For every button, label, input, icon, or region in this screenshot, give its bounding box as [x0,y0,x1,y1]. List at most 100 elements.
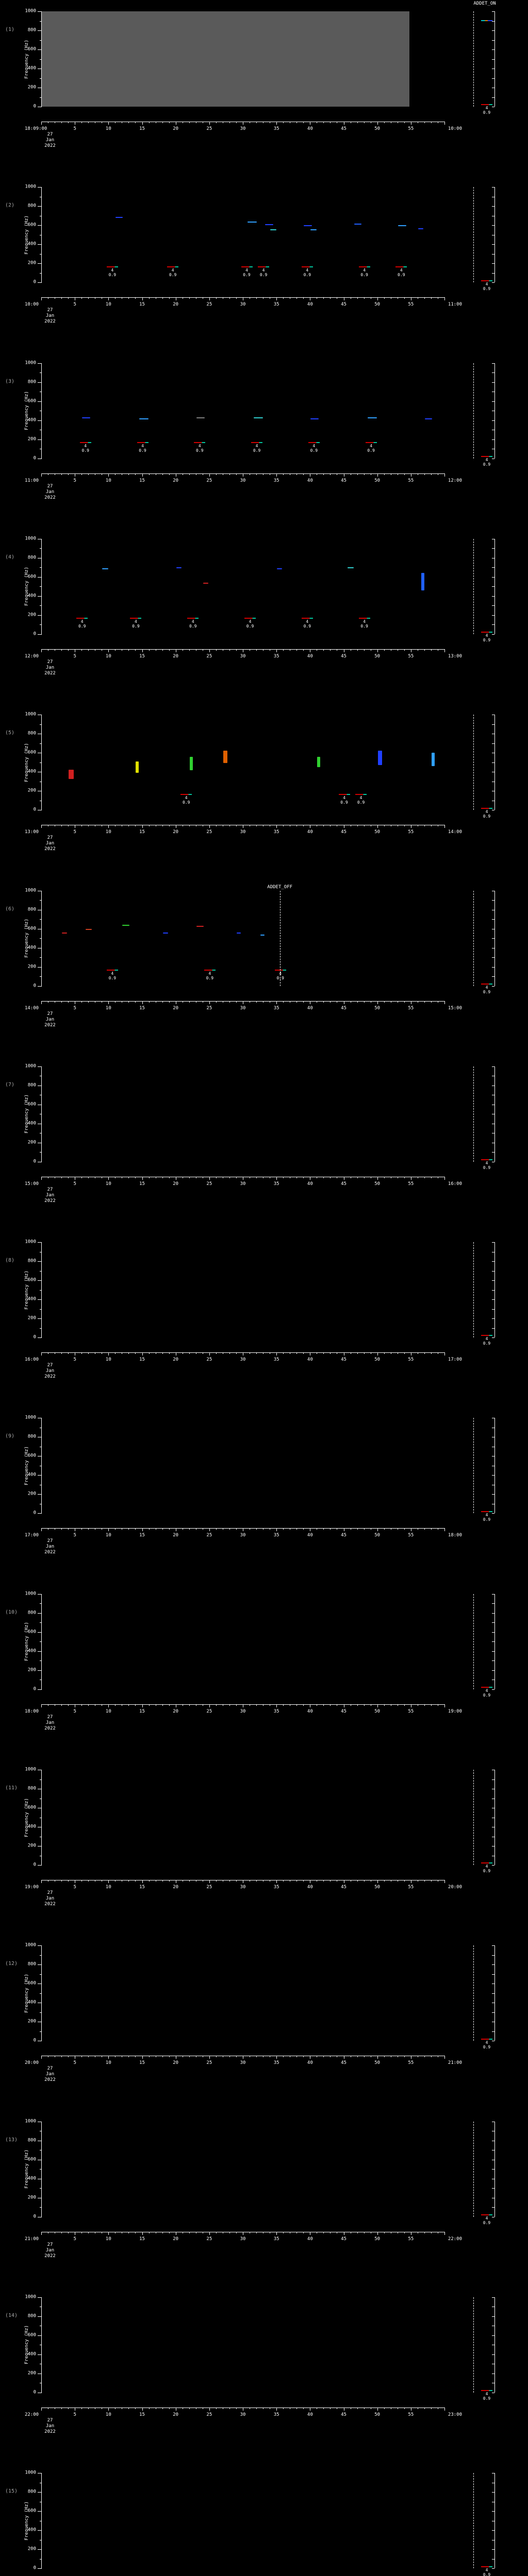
date-label: 27 Jan 2022 [32,1187,68,1204]
side-axis-tick [492,919,494,920]
x-axis-minor-tick [68,649,69,651]
x-axis-minor-tick [68,1528,69,1530]
x-axis-tick [276,1001,277,1004]
x-axis-minor-tick [81,1001,82,1003]
side-axis-tick [492,187,494,188]
y-axis-tick [38,11,42,12]
y-axis-tick [38,2297,42,2298]
detection-confidence-label: 0.9 [253,448,261,453]
x-axis-minor-tick [384,297,385,299]
y-axis-tick-label: 600 [27,1101,36,1107]
spectrogram-panel: (4) Frequency (Hz) 0 200 400 600 800 1000 4 0.9 4 0… [0,528,528,703]
y-axis-tick-label: 800 [27,1082,36,1088]
side-detection-snr-label: 4 [485,1336,488,1342]
x-axis-start-label: 12:00 [25,653,39,659]
glitch-marker [176,567,182,569]
x-axis-end-label: 11:00 [448,302,462,308]
date-label-line: Jan [45,1720,55,1725]
x-axis-minor-tick [384,1880,385,1882]
plot-area: 0 200 400 600 800 1000 [25,9,409,109]
side-axis-tick [492,900,494,901]
glitch-marker [317,756,321,767]
detection-bar [167,266,179,267]
x-axis-tick [108,1704,109,1707]
x-axis-tick-label: 50 [374,1708,381,1714]
y-axis-tick-label: 600 [27,2157,36,2162]
y-axis-tick-label: 1000 [25,2470,36,2476]
x-axis-minor-tick [236,1880,237,1882]
side-detection-bar [481,2390,492,2392]
x-axis-minor-tick [216,649,217,651]
side-axis-tick [492,2207,494,2208]
x-axis-minor-tick [424,825,425,827]
x-axis-minor-tick [189,2407,190,2409]
side-axis-tick [492,1660,494,1662]
x-axis-end-label: 20:00 [448,1885,462,1890]
x-axis-tick [276,825,277,828]
x-axis-minor-tick [303,1352,304,1354]
y-axis-minor-tick [40,2169,42,2170]
x-axis-tick [142,297,143,301]
y-axis-minor-tick [40,548,42,549]
x-axis-minor-tick [128,2407,129,2409]
x-axis-minor-tick [229,1528,230,1530]
x-axis-minor-tick [256,1001,257,1003]
side-detection-bar [481,983,492,985]
side-axis-tick [492,567,494,568]
x-axis-minor-tick [88,1176,89,1178]
x-axis-start-label: 21:00 [25,2236,39,2242]
side-axis [473,1945,495,2042]
y-axis-tick-label: 200 [27,1315,36,1321]
x-axis-tick [444,2407,445,2411]
y-axis-tick [38,263,42,264]
glitch-marker [196,925,204,927]
x-axis-tick [377,1880,378,1883]
x-axis: 5 10 15 20 25 30 35 40 45 50 55 11:00 12:00 [25,473,462,483]
date-label-line: Jan [45,138,55,143]
x-axis-tick [276,1528,277,1532]
x-axis-minor-tick [303,2231,304,2233]
side-axis-dashed-line [473,715,474,810]
x-axis-minor-tick [330,1352,331,1354]
x-axis-start-label: 11:00 [25,478,39,483]
side-detection-bar [481,1862,492,1864]
x-axis-tick-label: 45 [341,2412,346,2417]
x-axis-minor-tick [330,473,331,475]
glitch-marker [69,770,74,779]
glitch-marker [253,417,263,419]
x-axis-minor-tick [283,825,284,827]
x-axis-minor-tick [424,1001,425,1003]
x-axis-minor-tick [115,2056,116,2058]
x-axis-minor-tick [88,2231,89,2233]
y-axis-tick-label: 400 [27,1648,36,1654]
x-axis-tick [108,2231,109,2235]
x-axis-tick-label: 15 [139,1357,145,1363]
x-axis-tick-label: 50 [374,302,381,308]
date-label: 27 Jan 2022 [32,835,68,852]
x-axis-minor-tick [431,825,432,827]
x-axis-minor-tick [236,297,237,299]
x-axis-minor-tick [384,1528,385,1530]
x-axis-tick-label: 40 [307,1181,313,1187]
spectrogram-panel: (2) Frequency (Hz) 0 200 400 600 800 1000 4 0.9 4 0… [0,176,528,351]
x-axis-minor-tick [357,473,358,475]
x-axis-minor-tick [364,1352,365,1354]
x-axis-tick-label: 45 [341,1357,346,1363]
y-axis-minor-tick [40,743,42,744]
detection-bar [301,266,313,267]
side-detection-snr-label: 4 [485,281,488,286]
spectrogram-panel: (6) Frequency (Hz) 0 200 400 600 800 1000 4 0.9 4 0… [0,879,528,1055]
x-axis-tick [276,2231,277,2235]
x-axis-minor-tick [364,1176,365,1178]
side-axis-tick [492,2012,494,2013]
x-axis-minor-tick [229,1001,230,1003]
date-label: 27 Jan 2022 [32,2242,68,2259]
detection-snr-label: 4 [400,267,403,273]
y-axis-tick [38,420,42,421]
panel-number-label: (14) [5,2312,18,2318]
side-axis-tick [492,624,494,625]
x-axis-tick-label: 5 [73,126,76,131]
y-axis-tick-label: 0 [33,104,36,109]
x-axis: 5 10 15 20 25 30 35 40 45 50 55 12:00 13:00 [25,649,462,659]
glitch-marker [354,223,362,225]
